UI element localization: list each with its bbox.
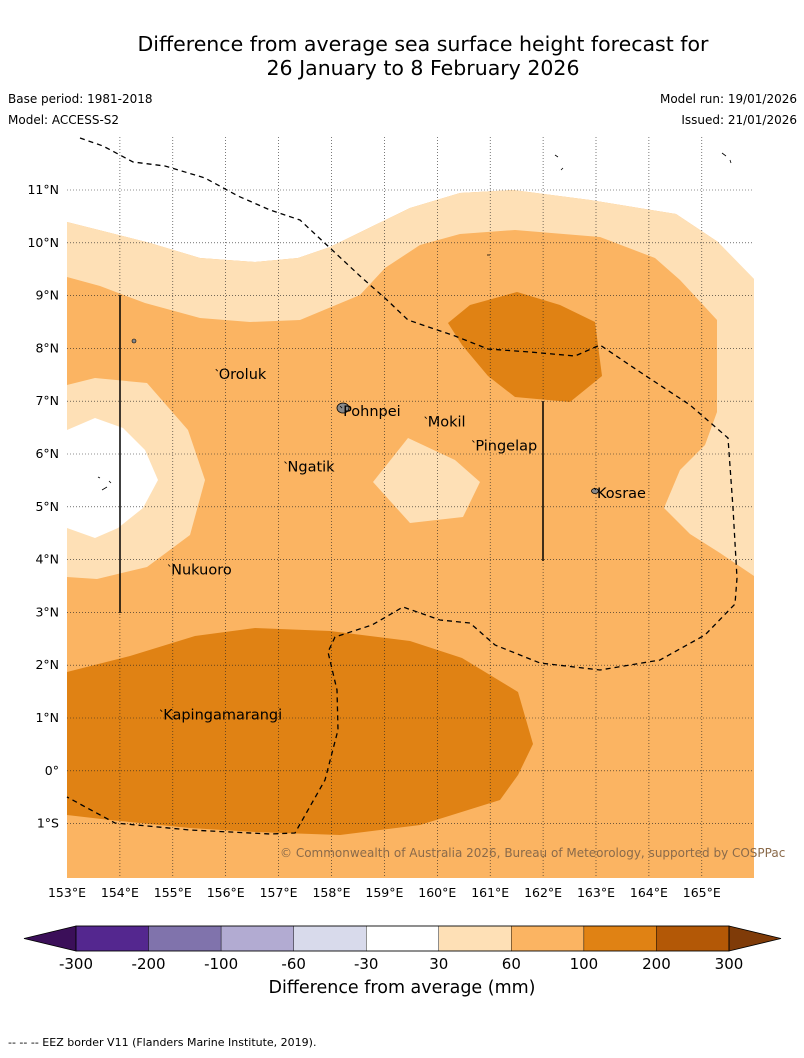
- graticule: [67, 137, 754, 878]
- latitude-tick-label: 2°N: [35, 657, 59, 672]
- longitude-tick-label: 160°E: [418, 885, 456, 900]
- latitude-tick-label: 3°N: [35, 604, 59, 619]
- colorbar-segment: [148, 925, 222, 952]
- place-marker: [593, 487, 597, 491]
- place-label-nukuoro: Nukuoro: [171, 563, 232, 579]
- colorbar: [23, 925, 782, 952]
- colorbar-segment: [293, 925, 367, 952]
- place-marker: [284, 461, 287, 464]
- islet-icon: [487, 152, 732, 256]
- latitude-tick-label: 4°N: [35, 552, 59, 567]
- latitude-tick-label: 11°N: [27, 182, 59, 197]
- copyright-text: © Commonwealth of Australia 2026, Bureau…: [280, 846, 785, 860]
- colorbar-title: Difference from average (mm): [268, 978, 536, 998]
- colorbar-tick-labels: -300 -200 -100 -60 -30 30 60 100 200 300: [59, 955, 743, 973]
- colorbar-outline: [75, 925, 730, 952]
- place-marker: [339, 405, 343, 409]
- colorbar-tick-label: 30: [429, 955, 448, 973]
- colorbar-tick-label: -300: [59, 955, 93, 973]
- place-label-ngatik: Ngatik: [288, 460, 336, 476]
- place-marker: [215, 368, 219, 372]
- latitude-tick-label: 1°S: [37, 816, 59, 831]
- band-neutral-west: [67, 418, 158, 538]
- colorbar-segment: [220, 925, 294, 952]
- band-30-60-central: [373, 438, 480, 523]
- longitude-tick-label: 165°E: [683, 885, 721, 900]
- latitude-tick-label: 0°: [45, 763, 59, 778]
- base-period-label: Base period: 1981-2018: [8, 92, 153, 106]
- latitude-tick-label: 5°N: [35, 499, 59, 514]
- colorbar-segment: [438, 925, 512, 952]
- island-shapes: [97, 152, 732, 494]
- place-marker: [159, 709, 163, 713]
- colorbar-segment: [75, 925, 149, 952]
- colorbar-tick-label: 60: [502, 955, 521, 973]
- band-100-200-northeast: [448, 292, 602, 402]
- longitude-tick-label: 154°E: [101, 885, 139, 900]
- colorbar-tick-label: -60: [281, 955, 306, 973]
- longitude-tick-label: 163°E: [577, 885, 615, 900]
- title-line-1: Difference from average sea surface heig…: [137, 32, 709, 56]
- model-run-label: Model run: 19/01/2026: [659, 92, 797, 106]
- latitude-tick-label: 9°N: [35, 288, 59, 303]
- longitude-tick-label: 153°E: [48, 885, 86, 900]
- colorbar-tick-label: 300: [715, 955, 744, 973]
- colorbar-segment: [583, 925, 657, 952]
- footer-note: -- -- -- EEZ border V11 (Flanders Marine…: [8, 1036, 317, 1049]
- latitude-tick-label: 7°N: [35, 393, 59, 408]
- eez-border-lines: [66, 137, 738, 835]
- place-marker: [472, 440, 475, 443]
- place-label-kapingamarangi: Kapingamarangi: [163, 708, 282, 724]
- chart-title: Difference from average sea surface heig…: [0, 32, 804, 80]
- latitude-axis: 11°N 10°N 9°N 8°N 7°N 6°N 5°N 4°N 3°N 2°N 1°N 0° 1°S: [27, 182, 59, 831]
- longitude-tick-label: 155°E: [154, 885, 192, 900]
- latitude-tick-label: 10°N: [27, 235, 59, 250]
- no-signal-north: [67, 137, 754, 285]
- longitude-axis: 153°E 154°E 155°E 156°E 157°E 158°E 159°E 160°E…: [48, 885, 721, 900]
- longitude-tick-label: 161°E: [471, 885, 509, 900]
- map-plot-area: [67, 137, 754, 878]
- place-marker: [424, 416, 428, 419]
- issued-label: Issued: 21/01/2026: [681, 113, 797, 127]
- longitude-tick-label: 164°E: [630, 885, 668, 900]
- longitude-tick-label: 157°E: [260, 885, 298, 900]
- colorbar-tick-label: 200: [642, 955, 671, 973]
- place-label-kosrae: Kosrae: [597, 486, 646, 502]
- longitude-tick-label: 156°E: [207, 885, 245, 900]
- band-30-60-north: [67, 190, 754, 576]
- band-100-200-south: [67, 628, 533, 835]
- longitude-tick-label: 159°E: [365, 885, 403, 900]
- place-label-pingelap: Pingelap: [475, 438, 537, 454]
- colorbar-tick-label: -30: [354, 955, 379, 973]
- colorbar-segment: [656, 925, 730, 952]
- colorbar-tick-label: -100: [204, 955, 238, 973]
- latitude-tick-label: 6°N: [35, 446, 59, 461]
- colorbar-tick-label: 100: [570, 955, 599, 973]
- colorbar-segment: [366, 925, 439, 952]
- colorbar-tick-label: -200: [132, 955, 166, 973]
- colorbar-segment: [511, 925, 585, 952]
- place-label-pohnpei: Pohnpei: [343, 404, 401, 420]
- place-labels: Oroluk Pohnpei Mokil Pingelap Ngatik Kosrae Nu…: [159, 367, 646, 724]
- colorbar-extend-low: [23, 925, 77, 952]
- atoll-icon: [97, 476, 112, 491]
- forecast-map: Oroluk Pohnpei Mokil Pingelap Ngatik Kosrae Nu…: [23, 137, 785, 973]
- place-label-oroluk: Oroluk: [219, 367, 267, 383]
- islet-icon: [131, 338, 137, 344]
- latitude-tick-label: 8°N: [35, 340, 59, 355]
- longitude-tick-label: 158°E: [312, 885, 350, 900]
- place-marker: [167, 564, 171, 567]
- longitude-tick-label: 162°E: [524, 885, 562, 900]
- model-label: Model: ACCESS-S2: [8, 113, 120, 127]
- latitude-tick-label: 1°N: [35, 710, 59, 725]
- place-label-mokil: Mokil: [428, 415, 466, 431]
- pohnpei-island-icon: [336, 402, 350, 414]
- title-line-2: 26 January to 8 February 2026: [266, 56, 580, 80]
- colorbar-extend-high: [728, 925, 782, 952]
